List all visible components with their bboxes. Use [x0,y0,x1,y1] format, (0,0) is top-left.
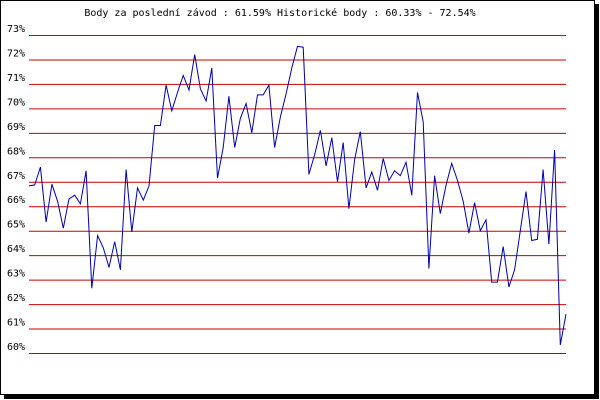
y-tick-label: 60% [7,342,25,353]
y-tick-label: 65% [7,220,25,231]
y-tick-label: 62% [7,293,25,304]
y-tick-label: 67% [7,171,25,182]
y-tick-label: 68% [7,146,25,157]
y-tick-label: 66% [7,195,25,206]
data-line [28,45,567,345]
y-tick-label: 63% [7,269,25,280]
y-tick-label: 69% [7,122,25,133]
y-tick-label: 70% [7,97,25,108]
y-tick-label: 64% [7,244,25,255]
y-tick-label: 71% [7,73,25,84]
y-tick-label: 72% [7,48,25,59]
y-tick-label: 61% [7,318,25,329]
chart-title: Body za poslední závod : 61.59% Historic… [84,7,475,19]
y-tick-label: 73% [7,24,25,35]
